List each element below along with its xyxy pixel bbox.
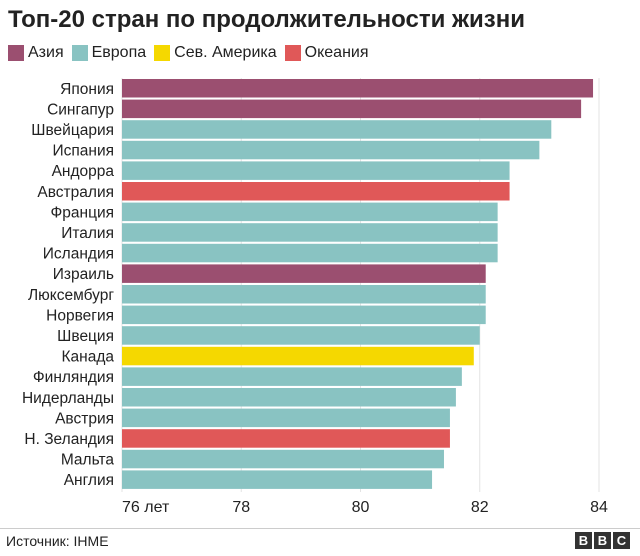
bar (122, 79, 594, 98)
bar (122, 449, 444, 469)
category-label: Англия (64, 472, 114, 489)
legend-item: Океания (284, 44, 369, 62)
bar (122, 182, 510, 201)
bar (122, 120, 552, 139)
bar (122, 285, 486, 304)
category-label: Н. Зеландия (24, 431, 114, 448)
category-label: Испания (52, 143, 114, 160)
bar (122, 408, 450, 428)
legend-label: Сев. Америка (174, 44, 277, 61)
category-label: Швейцария (31, 122, 114, 139)
footer-divider (0, 528, 640, 529)
x-tick-label: 78 (232, 499, 250, 516)
category-label: Нидерланды (22, 390, 114, 407)
bar-chart: 76 лет 78 80 82 84 Япония Сингапур Швейцария Исп… (22, 78, 608, 516)
legend-swatch (8, 45, 24, 61)
source-text: Источник: IHME (6, 533, 109, 549)
category-label: Италия (61, 225, 114, 242)
bar (122, 202, 498, 222)
legend-label: Океания (304, 44, 369, 61)
bar (122, 346, 474, 366)
bar (122, 305, 486, 325)
bar (122, 470, 433, 489)
category-label: Финляндия (33, 369, 114, 386)
legend-label: Европа (91, 44, 147, 61)
bar (122, 429, 450, 448)
x-tick-label: 82 (471, 499, 489, 516)
category-label: Япония (60, 81, 114, 98)
bar (122, 161, 510, 180)
chart-title: Топ-20 стран по продолжительности жизни (8, 6, 525, 33)
legend-item: Азия (8, 44, 64, 62)
legend-label: Азия (28, 44, 64, 61)
bar (122, 388, 456, 407)
x-tick-label: 80 (352, 499, 370, 516)
x-tick-label: 84 (590, 499, 608, 516)
category-label: Канада (62, 349, 115, 366)
bar (122, 140, 540, 160)
bar (122, 367, 462, 386)
legend-swatch (71, 45, 88, 61)
x-tick-label: 76 лет (122, 499, 170, 516)
category-label: Франция (50, 204, 114, 221)
category-label: Исландия (43, 246, 114, 263)
legend-item: Европа (71, 44, 147, 62)
legend-swatch (284, 45, 301, 61)
category-label: Австралия (37, 184, 114, 201)
legend-swatch (154, 45, 171, 61)
category-label: Норвегия (46, 307, 114, 324)
category-label: Австрия (55, 410, 114, 427)
bar (122, 99, 582, 119)
bar (122, 243, 498, 263)
bar (122, 326, 480, 345)
category-label: Андорра (52, 163, 115, 180)
bar (122, 264, 486, 283)
legend-item: Сев. Америка (154, 44, 277, 62)
legend: Азия Европа Сев. Америка Океания (8, 44, 371, 62)
category-label: Люксембург (28, 287, 114, 304)
category-label: Израиль (53, 266, 114, 283)
bar (122, 223, 498, 242)
category-label: Сингапур (47, 101, 114, 118)
category-label: Швеция (57, 328, 114, 345)
category-label: Мальта (61, 452, 115, 469)
